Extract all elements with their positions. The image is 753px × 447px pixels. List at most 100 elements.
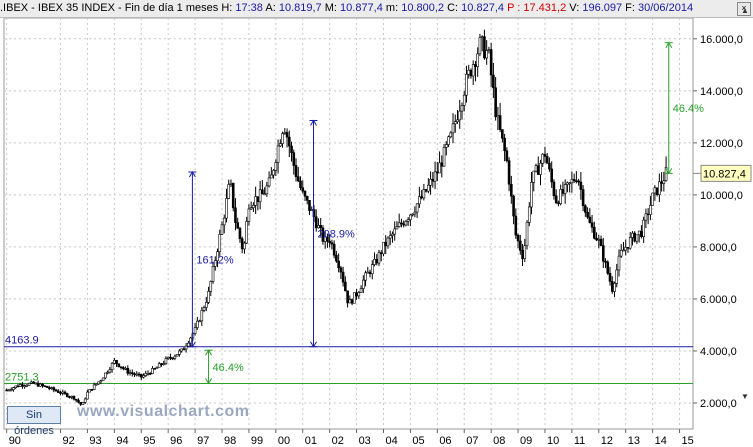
candle-body <box>433 171 437 182</box>
candle-body <box>294 165 298 177</box>
candle-body <box>332 243 336 256</box>
candle-body <box>97 381 100 385</box>
candle-body <box>90 389 94 391</box>
candle-body <box>281 133 284 144</box>
candle-body <box>180 348 183 352</box>
reference-line-label: 4163.9 <box>5 335 39 347</box>
candle-body <box>599 238 603 246</box>
candle-body <box>368 271 372 275</box>
candle-body <box>274 162 278 171</box>
candle-body <box>227 184 231 199</box>
candle-body <box>207 291 210 303</box>
time-label: H: <box>221 2 233 14</box>
candles <box>5 29 668 406</box>
candle-body <box>240 238 244 250</box>
candle-body <box>314 216 318 229</box>
candle-body <box>633 232 636 242</box>
candle-body <box>61 391 65 394</box>
x-tick-label: 12 <box>601 435 613 447</box>
scroll-down-icon[interactable]: ▼ <box>741 392 749 401</box>
candle-body <box>205 302 208 308</box>
candle-body <box>617 255 621 271</box>
volume-label: V: <box>569 2 580 14</box>
candle-body <box>604 260 607 263</box>
candle-body <box>525 222 529 247</box>
candle-body <box>395 226 399 230</box>
candle-body <box>478 37 482 55</box>
x-tick-label: 07 <box>466 435 478 447</box>
candle-body <box>198 320 201 323</box>
candle-body <box>187 342 190 347</box>
candle-body <box>590 222 594 228</box>
p-value: 17.431,2 <box>523 2 567 14</box>
candle-body <box>137 373 141 376</box>
candle-body <box>290 145 293 153</box>
candle-body <box>231 182 235 209</box>
candle-body <box>467 69 471 75</box>
candle-body <box>353 292 356 304</box>
x-tick-label: 97 <box>197 435 209 447</box>
candle-body <box>92 384 96 390</box>
candle-body <box>261 189 264 195</box>
candle-body <box>413 211 417 215</box>
candle-body <box>514 215 518 236</box>
candle-body <box>366 271 370 274</box>
low-value: 10.800,2 <box>401 2 445 14</box>
candle-body <box>606 261 610 274</box>
x-tick-label: 09 <box>520 435 532 447</box>
candle-body <box>626 247 630 249</box>
candle-body <box>436 171 439 174</box>
candle-body <box>68 396 71 398</box>
candle-body <box>218 233 222 252</box>
candle-body <box>575 180 578 183</box>
price-chart: 4163.9 2751.3 161.2% 208.9% 46.4% 46.4% 2.00… <box>3 18 752 447</box>
candle-body <box>70 395 74 398</box>
candle-body <box>530 181 533 208</box>
candle-body <box>133 373 136 376</box>
candle-body <box>9 389 13 391</box>
candle-body <box>424 189 428 192</box>
candle-body <box>110 363 114 370</box>
candle-body <box>655 187 659 195</box>
candle-body <box>624 247 628 251</box>
candle-body <box>122 367 125 369</box>
candle-body <box>52 387 56 391</box>
candle-body <box>128 372 132 374</box>
reference-line-label: 2751.3 <box>5 371 39 383</box>
candle-body <box>622 249 625 252</box>
candle-body <box>166 356 170 359</box>
candle-body <box>88 389 91 393</box>
y-tick-label: 4.000,0 <box>700 346 737 358</box>
candle-body <box>200 310 204 322</box>
candle-body <box>247 208 251 222</box>
candle-body <box>222 217 226 226</box>
scroll-up-icon[interactable]: ▲ <box>741 6 749 15</box>
last-price-label: 10.827,4 <box>703 168 746 180</box>
candle-body <box>319 225 322 229</box>
x-tick-label: 10 <box>547 435 559 447</box>
candle-body <box>146 373 150 375</box>
candle-body <box>474 64 477 67</box>
candle-body <box>496 115 500 118</box>
close-window-button[interactable]: × <box>737 2 751 16</box>
candle-body <box>151 368 154 374</box>
candle-body <box>263 193 266 196</box>
measure-arrowhead <box>188 341 196 348</box>
candle-body <box>572 179 576 182</box>
candle-body <box>469 69 473 77</box>
measure-arrowhead <box>665 168 673 175</box>
candle-body <box>420 196 423 199</box>
close-label: C: <box>447 2 459 14</box>
candle-body <box>559 189 562 204</box>
volume-value: 196.097 <box>582 2 623 14</box>
candle-body <box>175 354 179 357</box>
orders-button[interactable]: Sin órdenes <box>7 406 61 437</box>
candle-body <box>344 281 347 292</box>
candle-body <box>510 183 513 197</box>
candle-body <box>568 182 571 185</box>
candle-body <box>211 266 215 282</box>
candle-body <box>117 363 121 368</box>
candle-body <box>32 381 35 384</box>
candle-body <box>346 290 349 304</box>
